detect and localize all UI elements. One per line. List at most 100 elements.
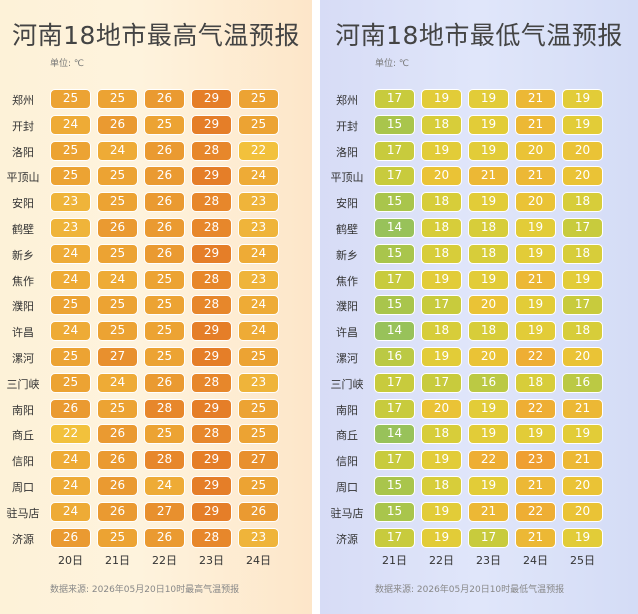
low-temp-cell: 20 <box>468 347 509 367</box>
low-temp-cell: 22 <box>468 450 509 471</box>
low-temp-cell: 19 <box>515 321 556 342</box>
high-city-label: 洛阳 <box>12 145 34 159</box>
high-temp-cell: 27 <box>238 450 279 471</box>
low-date-label: 24日 <box>523 554 548 567</box>
low-temp-cell: 17 <box>562 295 603 316</box>
high-temp-cell: 26 <box>50 527 91 548</box>
high-city-label: 商丘 <box>12 429 34 443</box>
high-temp-cell: 25 <box>238 476 279 496</box>
high-temp-cell: 28 <box>191 218 232 238</box>
low-temp-cell: 17 <box>421 372 462 393</box>
low-temp-cell: 19 <box>468 476 509 496</box>
high-date-label: 21日 <box>105 554 130 567</box>
high-temp-cell: 22 <box>238 140 279 161</box>
low-temp-cell: 17 <box>562 218 603 238</box>
low-temp-cell: 18 <box>562 192 603 213</box>
high-temp-cell: 24 <box>50 243 91 264</box>
low-temp-unit-label: 单位: ℃ <box>375 59 410 69</box>
high-city-label: 漯河 <box>12 352 34 365</box>
high-temp-cell: 25 <box>144 269 185 290</box>
low-temp-cell: 20 <box>421 398 462 419</box>
low-temp-cell: 20 <box>562 140 603 161</box>
low-temp-cell: 18 <box>468 321 509 342</box>
high-temp-cell: 29 <box>191 450 232 471</box>
low-temp-cell: 21 <box>515 114 556 135</box>
low-temp-cell: 15 <box>374 243 415 264</box>
high-city-label: 信阳 <box>12 455 34 469</box>
low-temp-cell: 22 <box>515 398 556 419</box>
low-temp-cell: 21 <box>515 166 556 187</box>
low-date-label: 23日 <box>476 554 501 567</box>
high-temp-cell: 23 <box>50 218 91 238</box>
high-city-label: 焦作 <box>12 274 34 288</box>
high-city-label: 郑州 <box>12 94 34 107</box>
high-city-label: 安阳 <box>12 197 34 211</box>
low-temp-cell: 18 <box>562 321 603 342</box>
low-temp-cell: 17 <box>374 89 415 109</box>
low-temp-cell: 19 <box>515 295 556 316</box>
high-temp-cell: 25 <box>238 347 279 367</box>
high-temp-cell: 26 <box>97 501 138 522</box>
high-temp-cell: 27 <box>97 347 138 367</box>
high-temp-cell: 25 <box>144 424 185 445</box>
low-temp-cell: 20 <box>515 192 556 213</box>
low-temp-cell: 21 <box>468 166 509 187</box>
high-temp-cell: 28 <box>191 295 232 316</box>
high-temp-cell: 25 <box>97 321 138 342</box>
low-temp-cell: 18 <box>421 114 462 135</box>
low-temp-cell: 21 <box>515 527 556 548</box>
low-temp-cell: 14 <box>374 218 415 238</box>
high-temp-cell: 25 <box>238 89 279 109</box>
low-temp-cell: 19 <box>562 269 603 290</box>
low-city-label: 驻马店 <box>330 506 364 520</box>
high-temp-cell: 23 <box>50 192 91 213</box>
low-temp-cell: 16 <box>468 372 509 393</box>
high-city-label: 济源 <box>12 532 34 546</box>
low-temp-cell: 15 <box>374 192 415 213</box>
high-city-label: 许昌 <box>12 326 34 340</box>
high-temp-cell: 25 <box>97 398 138 419</box>
low-city-label: 开封 <box>336 119 358 133</box>
high-temp-cell: 23 <box>238 218 279 238</box>
low-city-label: 焦作 <box>336 274 358 288</box>
high-temp-cell: 24 <box>50 476 91 496</box>
high-temp-cell: 28 <box>191 527 232 548</box>
low-temp-cell: 20 <box>562 347 603 367</box>
low-temp-title: 河南18地市最低气温预报 <box>335 21 623 50</box>
low-temp-cell: 19 <box>421 527 462 548</box>
low-city-label: 平顶山 <box>330 171 364 185</box>
high-temp-cell: 26 <box>97 424 138 445</box>
low-temp-cell: 18 <box>515 372 556 393</box>
low-city-label: 周口 <box>336 481 358 494</box>
high-temp-cell: 24 <box>238 295 279 316</box>
low-city-label: 许昌 <box>336 326 358 340</box>
low-temp-cell: 19 <box>421 450 462 471</box>
high-temp-cell: 29 <box>191 89 232 109</box>
low-temp-cell: 16 <box>374 347 415 367</box>
low-temp-cell: 20 <box>562 501 603 522</box>
high-temp-cell: 28 <box>191 372 232 393</box>
low-date-label: 25日 <box>570 554 595 567</box>
high-temp-cell: 24 <box>50 450 91 471</box>
high-temp-cell: 25 <box>97 166 138 187</box>
high-temp-cell: 24 <box>238 243 279 264</box>
low-temp-cell: 19 <box>468 114 509 135</box>
high-temp-cell: 28 <box>144 398 185 419</box>
low-temp-cell: 16 <box>562 372 603 393</box>
low-temp-cell: 19 <box>421 501 462 522</box>
low-temp-panel: 河南18地市最低气温预报 单位: ℃ 郑州 17 19 19 21 19 开封 15 18 19 2… <box>320 0 638 614</box>
low-temp-cell: 17 <box>374 140 415 161</box>
high-temp-cell: 29 <box>191 347 232 367</box>
low-temp-cell: 14 <box>374 321 415 342</box>
high-city-label: 新乡 <box>12 248 34 262</box>
high-temp-cell: 25 <box>50 89 91 109</box>
high-temp-cell: 28 <box>144 450 185 471</box>
high-temp-cell: 24 <box>50 321 91 342</box>
low-city-label: 郑州 <box>336 94 358 107</box>
low-temp-cell: 19 <box>468 192 509 213</box>
high-temp-cell: 25 <box>50 140 91 161</box>
high-temp-cell: 29 <box>191 321 232 342</box>
low-temp-cell: 19 <box>468 424 509 445</box>
low-temp-cell: 19 <box>421 140 462 161</box>
high-temp-cell: 25 <box>97 192 138 213</box>
